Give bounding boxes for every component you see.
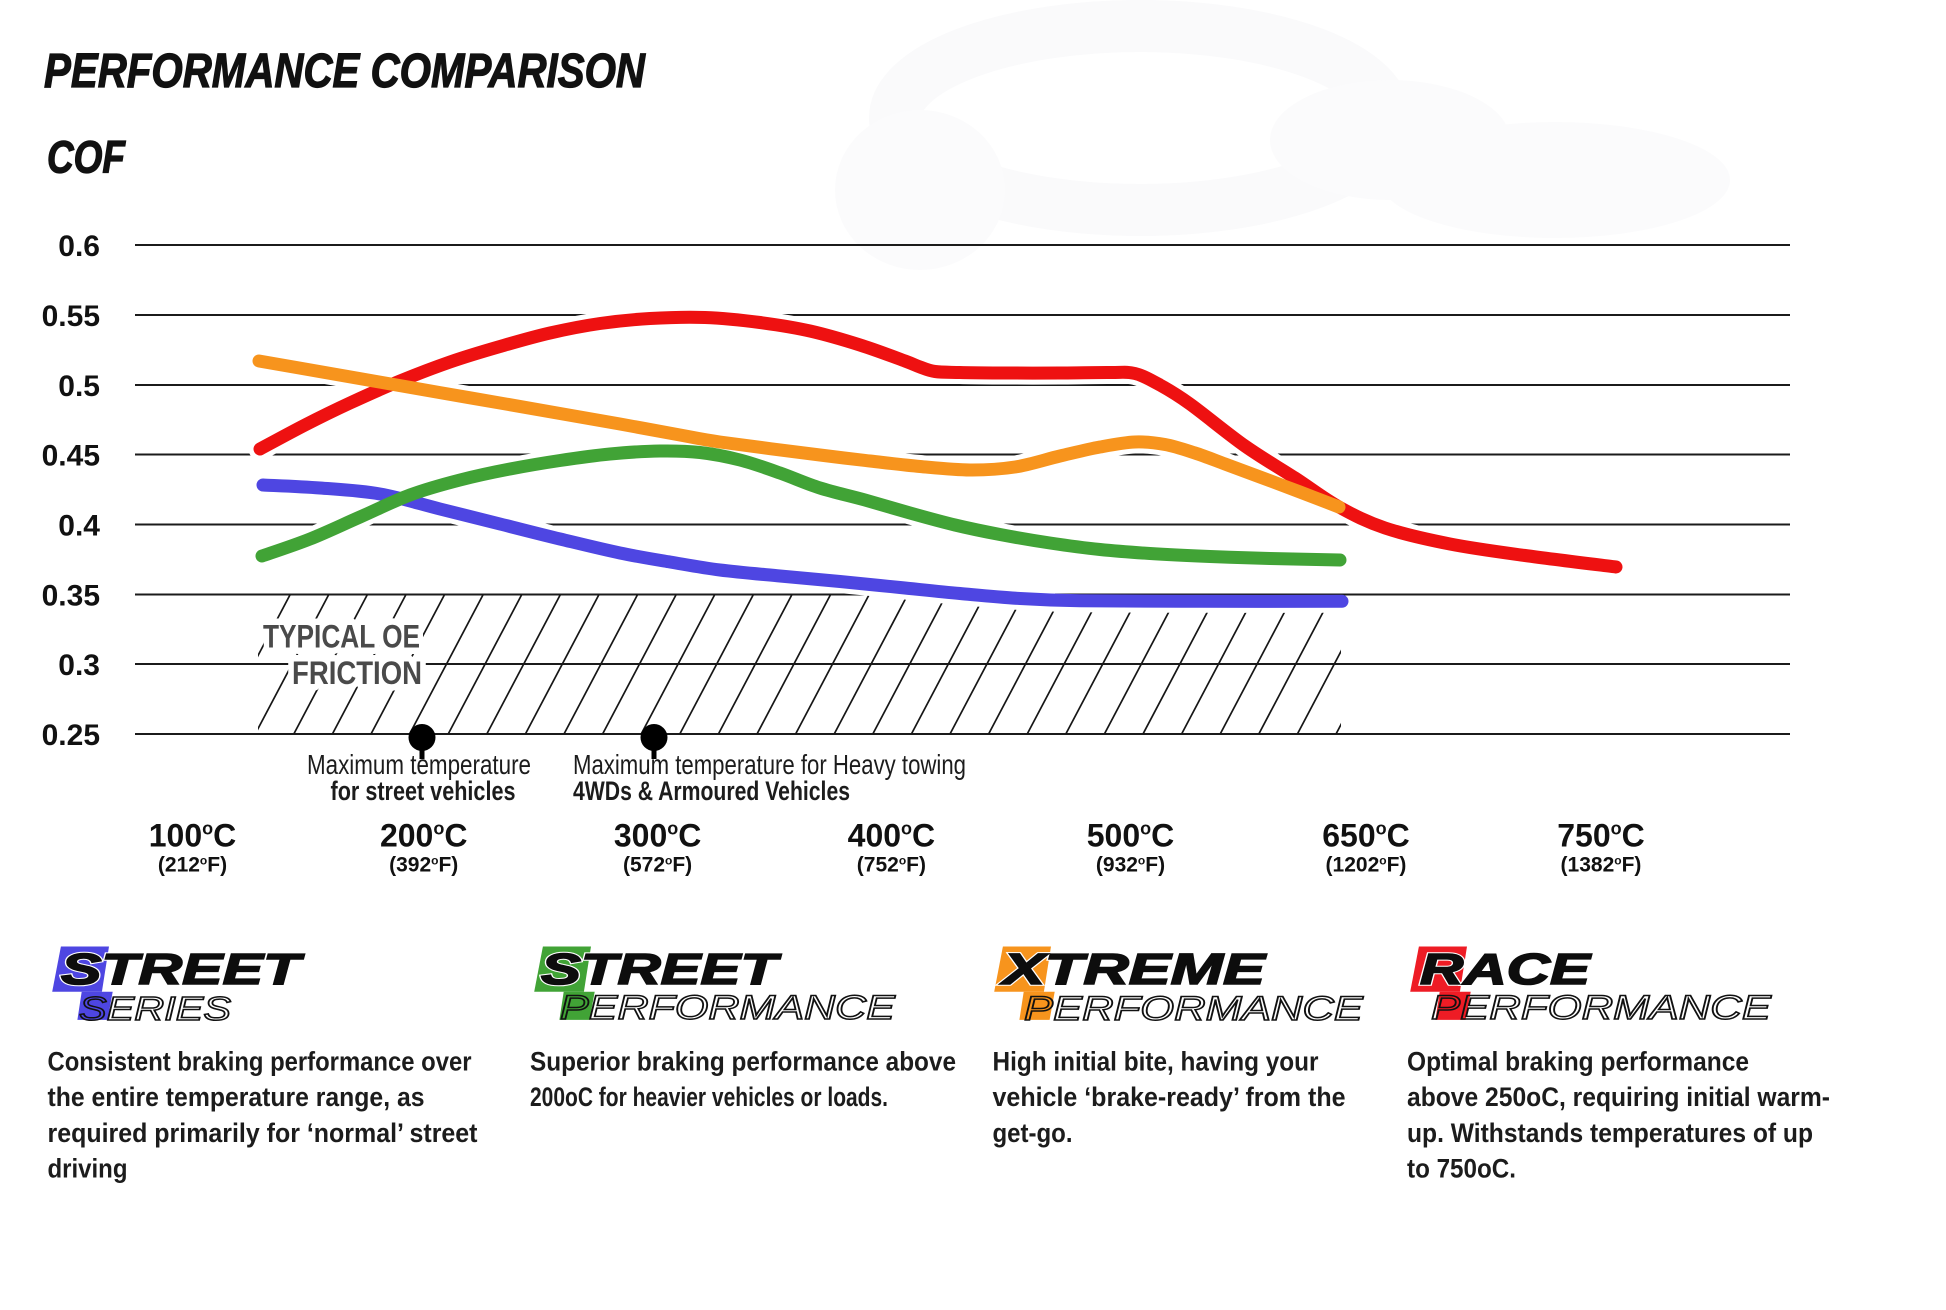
svg-text:STREET: STREET xyxy=(541,945,781,994)
svg-text:200oC: 200oC xyxy=(380,818,468,854)
svg-text:0.4: 0.4 xyxy=(58,510,100,543)
svg-text:for street vehicles: for street vehicles xyxy=(331,776,516,806)
svg-text:STREET: STREET xyxy=(61,945,304,994)
svg-text:(1202oF): (1202oF) xyxy=(1326,854,1407,877)
svg-text:the entire temperature range,: the entire temperature range, as xyxy=(48,1082,425,1112)
svg-text:XTREME: XTREME xyxy=(999,945,1268,994)
svg-text:PERFORMANCE COMPARISON: PERFORMANCE COMPARISON xyxy=(44,45,646,98)
svg-text:PERFORMANCE: PERFORMANCE xyxy=(560,989,895,1027)
svg-text:(932oF): (932oF) xyxy=(1096,854,1165,877)
svg-text:RACE: RACE xyxy=(1420,945,1592,994)
svg-text:STREET: STREET xyxy=(541,945,781,994)
svg-text:PERFORMANCE: PERFORMANCE xyxy=(1024,990,1363,1028)
svg-text:(212oF): (212oF) xyxy=(158,854,227,877)
svg-text:Maximum temperature for Heavy: Maximum temperature for Heavy towing xyxy=(573,749,966,780)
svg-text:RACE: RACE xyxy=(1420,945,1592,994)
svg-text:COF: COF xyxy=(47,132,126,183)
svg-text:SERIES: SERIES xyxy=(79,990,231,1027)
svg-text:500oC: 500oC xyxy=(1087,818,1175,854)
svg-text:Superior braking performance a: Superior braking performance above xyxy=(530,1047,956,1077)
svg-text:0.55: 0.55 xyxy=(42,300,100,333)
svg-text:above 250oC, requiring initial: above 250oC, requiring initial warm- xyxy=(1407,1082,1830,1112)
svg-text:0.6: 0.6 xyxy=(58,230,100,263)
svg-text:0.3: 0.3 xyxy=(58,649,100,682)
svg-text:(752oF): (752oF) xyxy=(857,854,926,877)
svg-text:300oC: 300oC xyxy=(614,818,702,854)
svg-text:100oC: 100oC xyxy=(149,818,237,854)
svg-text:Consistent braking performance: Consistent braking performance over xyxy=(48,1047,472,1077)
svg-text:XTREME: XTREME xyxy=(999,945,1268,994)
svg-text:up. Withstands temperatures of: up. Withstands temperatures of up xyxy=(1407,1118,1813,1148)
svg-text:to 750oC.: to 750oC. xyxy=(1407,1154,1516,1184)
svg-text:(1382oF): (1382oF) xyxy=(1561,854,1642,877)
svg-text:FRICTION: FRICTION xyxy=(292,655,422,691)
svg-text:200oC for heavier vehicles or: 200oC for heavier vehicles or loads. xyxy=(530,1082,888,1112)
svg-text:750oC: 750oC xyxy=(1557,818,1645,854)
svg-text:650oC: 650oC xyxy=(1322,818,1410,854)
svg-text:4WDs & Armoured Vehicles: 4WDs & Armoured Vehicles xyxy=(573,776,850,806)
svg-text:(392oF): (392oF) xyxy=(389,854,458,877)
svg-text:driving: driving xyxy=(48,1154,128,1184)
svg-text:High initial bite, having your: High initial bite, having your xyxy=(993,1047,1319,1077)
svg-text:400oC: 400oC xyxy=(848,818,936,854)
svg-text:0.35: 0.35 xyxy=(42,580,100,613)
svg-text:PERFORMANCE: PERFORMANCE xyxy=(1431,989,1771,1027)
svg-text:0.5: 0.5 xyxy=(58,370,100,403)
svg-text:(572oF): (572oF) xyxy=(623,854,692,877)
svg-text:STREET: STREET xyxy=(61,945,304,994)
svg-text:vehicle ‘brake-ready’ from the: vehicle ‘brake-ready’ from the xyxy=(993,1082,1346,1112)
svg-text:required primarily for ‘normal: required primarily for ‘normal’ street xyxy=(48,1118,478,1148)
svg-text:0.45: 0.45 xyxy=(42,440,100,473)
svg-text:get-go.: get-go. xyxy=(993,1118,1073,1148)
svg-text:TYPICAL OE: TYPICAL OE xyxy=(263,619,420,655)
svg-text:0.25: 0.25 xyxy=(42,719,100,752)
svg-text:Optimal braking performance: Optimal braking performance xyxy=(1407,1047,1749,1077)
svg-text:Maximum temperature: Maximum temperature xyxy=(307,749,531,780)
